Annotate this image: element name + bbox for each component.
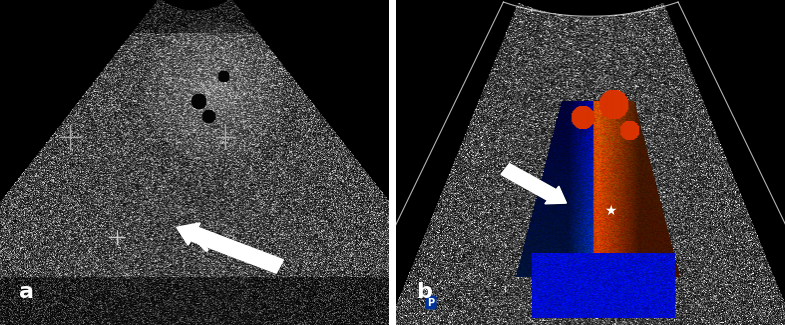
Text: b: b [416, 282, 432, 302]
FancyArrow shape [177, 223, 283, 273]
FancyArrow shape [501, 163, 567, 204]
Text: ★: ★ [604, 204, 616, 218]
Text: a: a [20, 282, 35, 302]
Text: P: P [428, 297, 435, 307]
